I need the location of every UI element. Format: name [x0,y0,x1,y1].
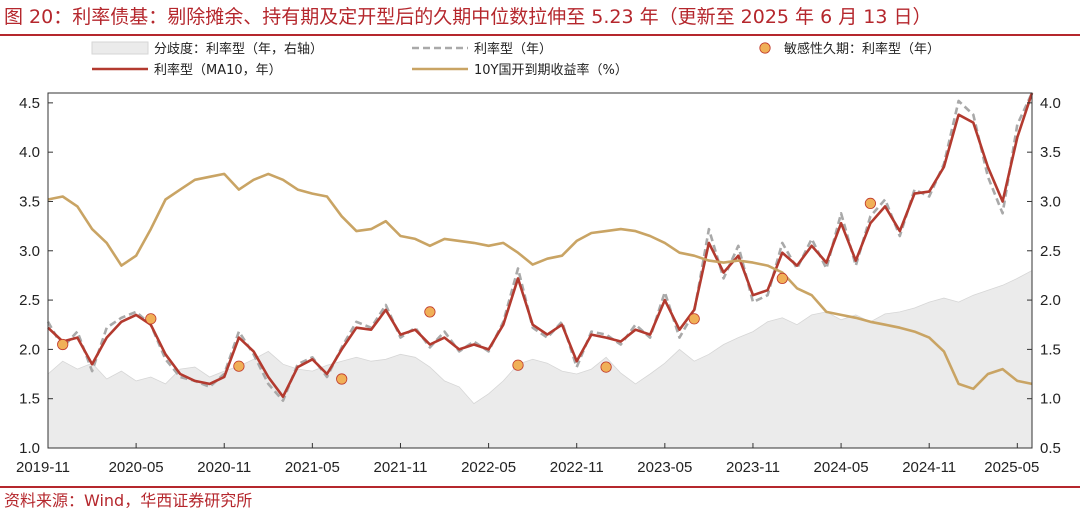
scatter-point-1 [145,313,157,325]
legend-item-0: 分歧度：利率型（年，右轴） [91,41,323,57]
legend-item-1: 利率型（年） [412,41,552,57]
legend-item-4: 10Y国开到期收益率（%） [412,62,628,78]
left-tick-label: 2.5 [19,292,40,309]
x-tick-label: 2021-05 [285,459,340,476]
scatter-point-8 [776,272,788,284]
source-note: 资料来源：Wind，华西证券研究所 [4,491,253,510]
scatter-point-0 [57,338,69,351]
right-tick-label: 4.0 [1040,95,1061,112]
scatter-point-5 [512,359,524,371]
right-tick-label: 2.0 [1040,292,1061,309]
left-tick-label: 4.0 [19,144,40,161]
legend-label: 利率型（MA10，年） [154,62,282,78]
scatter-point-3 [336,373,348,385]
legend-label: 10Y国开到期收益率（%） [474,62,628,78]
legend-swatch [91,41,149,55]
left-tick-label: 3.5 [19,193,40,210]
scatter-point-9 [864,197,877,209]
scatter-point-7 [688,313,700,325]
left-tick-label: 1.0 [19,440,40,457]
left-tick-label: 1.5 [19,391,40,408]
left-tick-label: 2.0 [19,341,40,358]
legend-item-2: 敏感性久期：利率型（年） [759,41,940,57]
x-tick-label: 2025-05 [984,459,1039,476]
right-tick-label: 2.5 [1040,243,1061,260]
x-tick-label: 2024-11 [902,459,956,476]
series-line-1 [46,92,1034,403]
x-tick-label: 2020-05 [109,459,164,476]
x-tick-label: 2022-05 [461,459,516,476]
plot-frame [47,92,1033,449]
line-series-layer [46,92,1034,403]
right-tick-label: 0.5 [1040,440,1061,457]
legend-label: 利率型（年） [474,41,552,57]
x-tick-label: 2023-05 [637,459,692,476]
scatter-point-4 [424,306,436,318]
series-area-divergence [47,269,1033,449]
x-tick-label: 2024-05 [814,459,869,476]
left-tick-label: 3.0 [19,243,40,260]
scatter-point-6 [600,361,612,373]
scatter-point-2 [233,360,245,372]
series-line-3 [47,172,1033,391]
legend-label: 分歧度：利率型（年，右轴） [154,41,323,57]
legend: 分歧度：利率型（年，右轴） 利率型（年） 敏感性久期：利率型（年） 利率型（MA10，… [91,41,940,78]
right-tick-label: 3.0 [1040,193,1061,210]
title-rule [0,34,1080,36]
chart-title: 图 20：利率债基：剔除摊余、持有期及定开型后的久期中位数拉伸至 5.23 年（… [4,6,932,28]
area-series-layer [47,269,1033,449]
x-tick-label: 2020-11 [197,459,251,476]
x-tick-label: 2023-11 [726,459,780,476]
legend-label: 敏感性久期：利率型（年） [784,41,940,57]
left-tick-label: 4.5 [19,95,40,112]
axes-layer: 1.0 1.5 2.0 2.5 3.0 3.5 4.0 4.5 0.5 1.0 1.5 2.0 2.5 3… [16,92,1061,476]
legend-item-3: 利率型（MA10，年） [92,62,282,78]
plot-area [46,92,1034,449]
right-tick-label: 3.5 [1040,144,1061,161]
source-rule [0,486,1080,488]
x-tick-label: 2021-11 [374,459,428,476]
series-line-2 [47,92,1034,399]
right-tick-label: 1.5 [1040,341,1061,358]
right-tick-label: 1.0 [1040,391,1061,408]
scatter-series-layer [57,197,877,385]
x-tick-label: 2019-11 [16,459,70,476]
x-tick-label: 2022-11 [550,459,604,476]
legend-swatch [759,42,771,54]
